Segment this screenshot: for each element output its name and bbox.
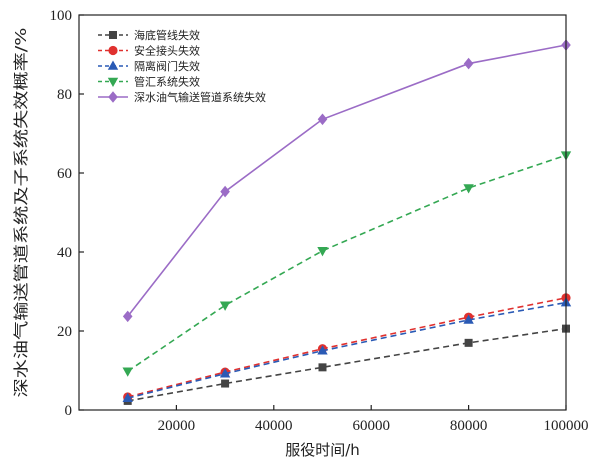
x-tick-label: 100000 [544, 418, 589, 434]
series-line [127, 301, 567, 399]
data-point [463, 184, 474, 194]
data-point [317, 247, 328, 257]
data-point [122, 392, 133, 402]
data-point [122, 367, 133, 377]
legend-item: 海底管线失效 [98, 28, 200, 42]
series-line [127, 154, 567, 372]
y-tick-label: 20 [57, 324, 72, 340]
legend-item: 隔离阀门失效 [98, 59, 200, 73]
series-line [127, 327, 567, 402]
data-point [463, 57, 474, 70]
x-tick-label: 20000 [158, 418, 196, 434]
legend-marker [109, 31, 117, 39]
y-tick-label: 60 [57, 166, 72, 182]
data-point [220, 185, 230, 198]
y-axis-title: 深水油气输送管道系统及子系统失效概率/% [12, 28, 30, 398]
legend-label: 隔离阀门失效 [134, 59, 200, 73]
legend-marker [108, 91, 118, 103]
data-point [122, 310, 133, 323]
legend-item: 安全接头失效 [98, 44, 200, 58]
data-point [318, 363, 327, 372]
data-point [464, 338, 473, 347]
legend-label: 安全接头失效 [134, 44, 200, 58]
legend-marker [108, 45, 118, 56]
x-axis-title: 服役时间/h [285, 441, 360, 459]
data-point [219, 368, 231, 378]
data-point [317, 345, 328, 355]
series-group [122, 39, 572, 405]
legend-marker [107, 77, 119, 87]
legend-item: 深水油气输送管道系统失效 [98, 90, 266, 104]
data-point [219, 301, 231, 311]
x-tick-label: 80000 [450, 418, 488, 434]
legend-label: 深水油气输送管道系统失效 [134, 90, 266, 104]
series-4 [122, 39, 571, 323]
x-axis-ticks: 20000 40000 60000 80000 100000 [158, 405, 589, 434]
y-tick-label: 40 [57, 245, 72, 261]
x-tick-label: 60000 [352, 418, 390, 434]
y-tick-label: 80 [57, 87, 72, 103]
y-axis-ticks: 0 20 40 60 80 100 [50, 8, 84, 419]
legend-item: 管汇系统失效 [98, 75, 200, 89]
y-tick-label: 100 [50, 8, 73, 24]
series-line [127, 297, 567, 398]
data-point [463, 314, 474, 324]
y-tick-label: 0 [65, 403, 73, 419]
legend-label: 管汇系统失效 [134, 75, 200, 89]
legend-marker [107, 60, 119, 70]
data-point [317, 113, 328, 126]
data-point [221, 379, 230, 388]
legend-label: 海底管线失效 [134, 28, 200, 42]
x-tick-label: 40000 [255, 418, 293, 434]
series-2 [122, 297, 572, 402]
series-1 [123, 293, 571, 402]
series-0 [123, 324, 570, 405]
plot-frame [78, 14, 567, 411]
